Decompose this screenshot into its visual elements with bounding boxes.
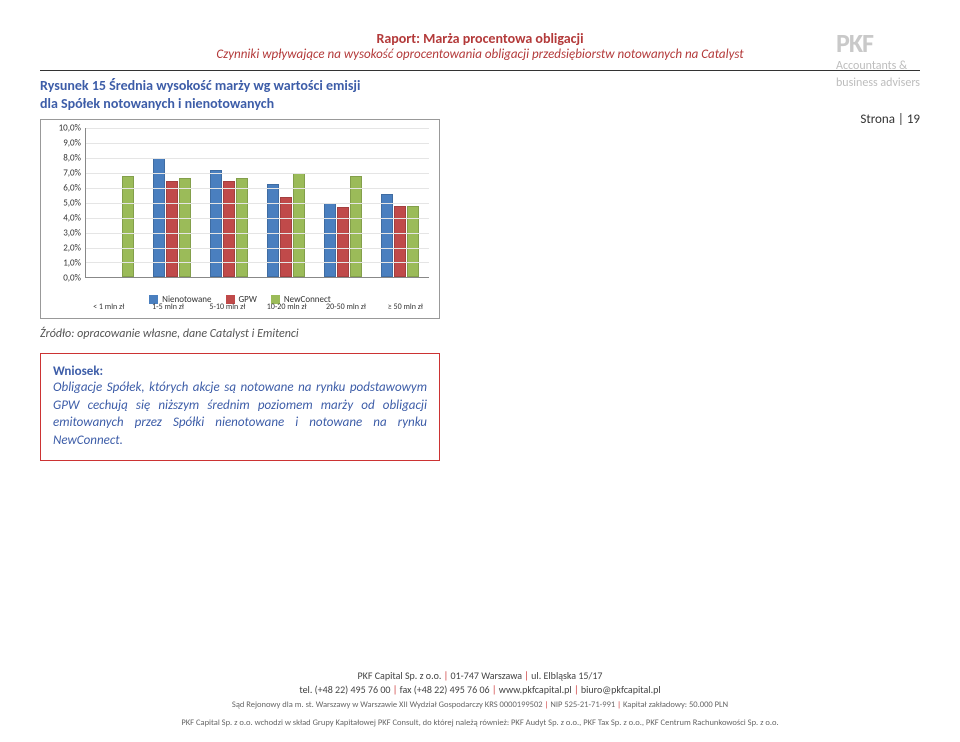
y-tick-label: 2,0% — [63, 243, 81, 254]
footer-row3: Sąd Rejonowy dla m. st. Warszawy w Warsz… — [0, 700, 960, 712]
logo-tagline2: business advisers — [836, 77, 920, 90]
footer-email: biuro@pkfcapital.pl — [581, 683, 661, 696]
y-tick-label: 9,0% — [63, 138, 81, 149]
bar — [394, 206, 406, 278]
footer-nip: NIP 525-21-71-991 — [550, 700, 615, 710]
x-tick-label: ≥ 50 mln zł — [376, 302, 435, 318]
separator-icon: | — [393, 683, 400, 696]
y-tick-label: 0,0% — [63, 273, 81, 284]
y-tick-label: 4,0% — [63, 213, 81, 224]
page-number: Strona | 19 — [860, 112, 920, 127]
x-tick-label: 20-50 mln zł — [316, 302, 375, 318]
gridline — [86, 218, 429, 219]
chart-plot: 10,0%9,0%8,0%7,0%6,0%5,0%4,0%3,0%2,0%1,0… — [47, 128, 433, 278]
figure-title-line2: dla Spółek notowanych i nienotowanych — [40, 95, 274, 112]
x-tick-label: 5-10 mln zł — [198, 302, 257, 318]
report-title: Raport: Marża procentowa obligacji — [40, 30, 920, 47]
bar — [324, 203, 336, 278]
footer-legal: Sąd Rejonowy dla m. st. Warszawy w Warsz… — [232, 700, 543, 710]
bar-chart: 10,0% 9,0% 8,0% 7,0% 6,0% 5,0% 4,0% 3,0% 2,0% 1,0… — [40, 119, 440, 319]
report-header: Raport: Marża procentowa obligacji Czynn… — [40, 30, 920, 62]
bar — [407, 206, 419, 278]
gridline — [86, 158, 429, 159]
report-subtitle: Czynniki wpływające na wysokość oprocent… — [40, 47, 920, 62]
footer-fax: fax (+48 22) 495 76 06 — [400, 683, 490, 696]
footer-row1: PKF Capital Sp. z o.o. | 01-747 Warszawa… — [0, 669, 960, 683]
y-tick-label: 6,0% — [63, 183, 81, 194]
gridline — [86, 203, 429, 204]
plot-area — [85, 128, 429, 278]
conclusion-text: Obligacje Spółek, których akcje są notow… — [53, 379, 427, 449]
separator-icon: | — [444, 669, 451, 682]
gridline — [86, 188, 429, 189]
header-divider — [40, 70, 920, 71]
y-axis-labels: 10,0%9,0%8,0%7,0%6,0%5,0%4,0%3,0%2,0%1,0… — [47, 128, 83, 278]
y-tick-label: 7,0% — [63, 168, 81, 179]
gridline — [86, 128, 429, 129]
gridline — [86, 173, 429, 174]
footer-row2: tel. (+48 22) 495 76 00 | fax (+48 22) 4… — [0, 683, 960, 697]
separator-icon: | — [574, 683, 581, 696]
logo-block: PKF Accountants & business advisers — [836, 30, 920, 90]
x-tick-label: 10-20 mln zł — [257, 302, 316, 318]
footer-group: PKF Capital Sp. z o.o. wchodzi w skład G… — [0, 718, 960, 730]
footer-www: www.pkfcapital.pl — [499, 683, 572, 696]
conclusion-box: Wniosek: Obligacje Spółek, których akcje… — [40, 353, 440, 460]
separator-icon: | — [492, 683, 499, 696]
source-text: Źródło: opracowanie własne, dane Catalys… — [40, 327, 920, 341]
bar — [210, 170, 222, 277]
x-tick-label: 1-5 mln zł — [138, 302, 197, 318]
footer-address: 01-747 Warszawa — [451, 669, 522, 682]
y-tick-label: 5,0% — [63, 198, 81, 209]
figure-title-line1: Rysunek 15 Średnia wysokość marży wg war… — [40, 77, 360, 94]
conclusion-label: Wniosek: — [53, 364, 427, 379]
bar — [280, 197, 292, 277]
figure-title: Rysunek 15 Średnia wysokość marży wg war… — [40, 77, 440, 113]
footer-capital: Kapitał zakładowy: 50.000 PLN — [623, 700, 728, 710]
y-tick-label: 1,0% — [63, 258, 81, 269]
gridline — [86, 248, 429, 249]
page-footer: PKF Capital Sp. z o.o. | 01-747 Warszawa… — [0, 669, 960, 730]
y-tick-label: 8,0% — [63, 153, 81, 164]
bar — [381, 194, 393, 277]
footer-tel: tel. (+48 22) 495 76 00 — [299, 683, 390, 696]
footer-street: ul. Elbląska 15/17 — [531, 669, 602, 682]
footer-company: PKF Capital Sp. z o.o. — [358, 669, 442, 682]
x-tick-label: < 1 mln zł — [79, 302, 138, 318]
logo-text: PKF — [836, 30, 920, 56]
y-tick-label: 10,0% — [59, 123, 81, 134]
gridline — [86, 143, 429, 144]
gridline — [86, 233, 429, 234]
y-tick-label: 3,0% — [63, 228, 81, 239]
logo-tagline1: Accountants & — [836, 60, 920, 73]
gridline — [86, 262, 429, 263]
x-axis-labels: < 1 mln zł1-5 mln zł5-10 mln zł10-20 mln… — [79, 302, 435, 318]
